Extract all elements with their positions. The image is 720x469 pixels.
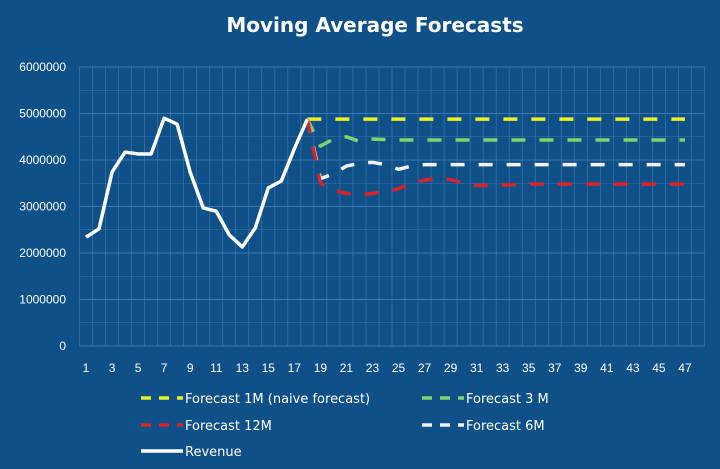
x-tick-label: 27 <box>418 361 432 375</box>
series-line-4 <box>85 116 309 249</box>
x-tick-label: 25 <box>392 361 406 375</box>
x-tick-label: 47 <box>678 361 692 375</box>
chart-title: Moving Average Forecasts <box>226 13 523 37</box>
series-line-2 <box>305 118 685 197</box>
x-tick-label: 37 <box>548 361 562 375</box>
y-tick-label: 1000000 <box>19 293 66 307</box>
x-tick-label: 7 <box>161 361 168 375</box>
x-tick-label: 11 <box>210 361 223 375</box>
legend-label: Forecast 6M <box>466 419 545 434</box>
y-axis: 0 1000000 2000000 3000000 4000000 5000000 6000… <box>19 60 66 353</box>
y-tick-label: 2000000 <box>19 246 66 260</box>
grid <box>79 66 705 347</box>
y-tick-label: 4000000 <box>19 153 66 167</box>
x-tick-label: 45 <box>652 361 666 375</box>
legend-item: Forecast 1M (naive forecast) <box>141 392 370 407</box>
legend-label: Forecast 1M (naive forecast) <box>185 392 370 407</box>
y-tick-label: 3000000 <box>19 200 66 214</box>
x-tick-label: 13 <box>236 361 250 375</box>
x-tick-label: 35 <box>522 361 536 375</box>
legend: Forecast 1M (naive forecast) Forecast 3 M… <box>141 392 549 460</box>
x-tick-label: 33 <box>496 361 510 375</box>
x-tick-label: 5 <box>135 361 142 375</box>
y-tick-label: 5000000 <box>19 107 66 121</box>
legend-item: Forecast 3 M <box>422 392 549 407</box>
x-tick-label: 17 <box>288 361 302 375</box>
x-tick-label: 9 <box>187 361 194 375</box>
series-line-1 <box>305 118 685 148</box>
x-tick-label: 31 <box>470 361 484 375</box>
legend-item: Forecast 12M <box>141 419 272 434</box>
x-tick-label: 15 <box>262 361 276 375</box>
x-tick-label: 19 <box>314 361 328 375</box>
legend-label: Forecast 3 M <box>466 392 549 407</box>
legend-item: Revenue <box>141 445 242 460</box>
y-tick-label: 6000000 <box>19 60 66 74</box>
x-tick-label: 43 <box>626 361 640 375</box>
x-axis: 1 3 5 7 9 11 13 15 17 19 21 23 25 27 29 31 33 35 37 39 41 43 4… <box>83 361 692 375</box>
y-tick-label: 0 <box>59 339 66 353</box>
x-tick-label: 3 <box>109 361 116 375</box>
x-tick-label: 29 <box>444 361 458 375</box>
legend-item: Forecast 6M <box>422 419 545 434</box>
series-lines <box>85 116 685 249</box>
legend-label: Forecast 12M <box>185 419 272 434</box>
x-tick-label: 1 <box>83 361 90 375</box>
legend-label: Revenue <box>185 445 242 460</box>
x-tick-label: 23 <box>366 361 380 375</box>
series-line-3 <box>305 118 685 181</box>
x-tick-label: 39 <box>574 361 588 375</box>
x-tick-label: 41 <box>600 361 614 375</box>
x-tick-label: 21 <box>340 361 354 375</box>
